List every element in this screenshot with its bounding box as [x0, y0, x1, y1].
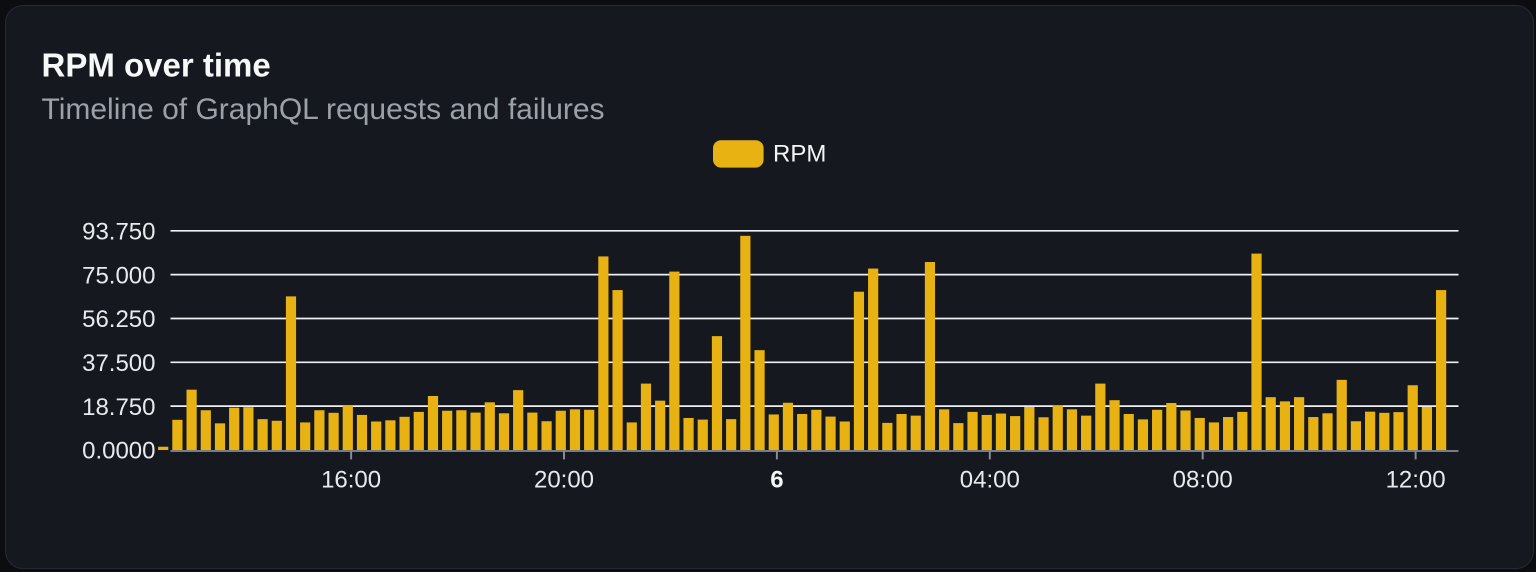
svg-text:12:00: 12:00 — [1386, 467, 1446, 494]
svg-text:93.750: 93.750 — [82, 219, 155, 246]
svg-text:08:00: 08:00 — [1173, 467, 1233, 494]
svg-text:0.0000: 0.0000 — [82, 438, 155, 465]
svg-text:6: 6 — [770, 467, 783, 494]
svg-text:37.500: 37.500 — [82, 350, 155, 377]
svg-text:56.250: 56.250 — [82, 306, 155, 333]
svg-text:04:00: 04:00 — [960, 467, 1020, 494]
svg-text:20:00: 20:00 — [534, 467, 594, 494]
svg-text:RPM over time: RPM over time — [42, 47, 271, 84]
svg-text:Timeline of GraphQL requests a: Timeline of GraphQL requests and failure… — [42, 93, 605, 126]
svg-text:16:00: 16:00 — [321, 467, 381, 494]
svg-text:RPM: RPM — [773, 141, 826, 168]
svg-text:75.000: 75.000 — [82, 262, 155, 289]
svg-text:18.750: 18.750 — [82, 394, 155, 421]
